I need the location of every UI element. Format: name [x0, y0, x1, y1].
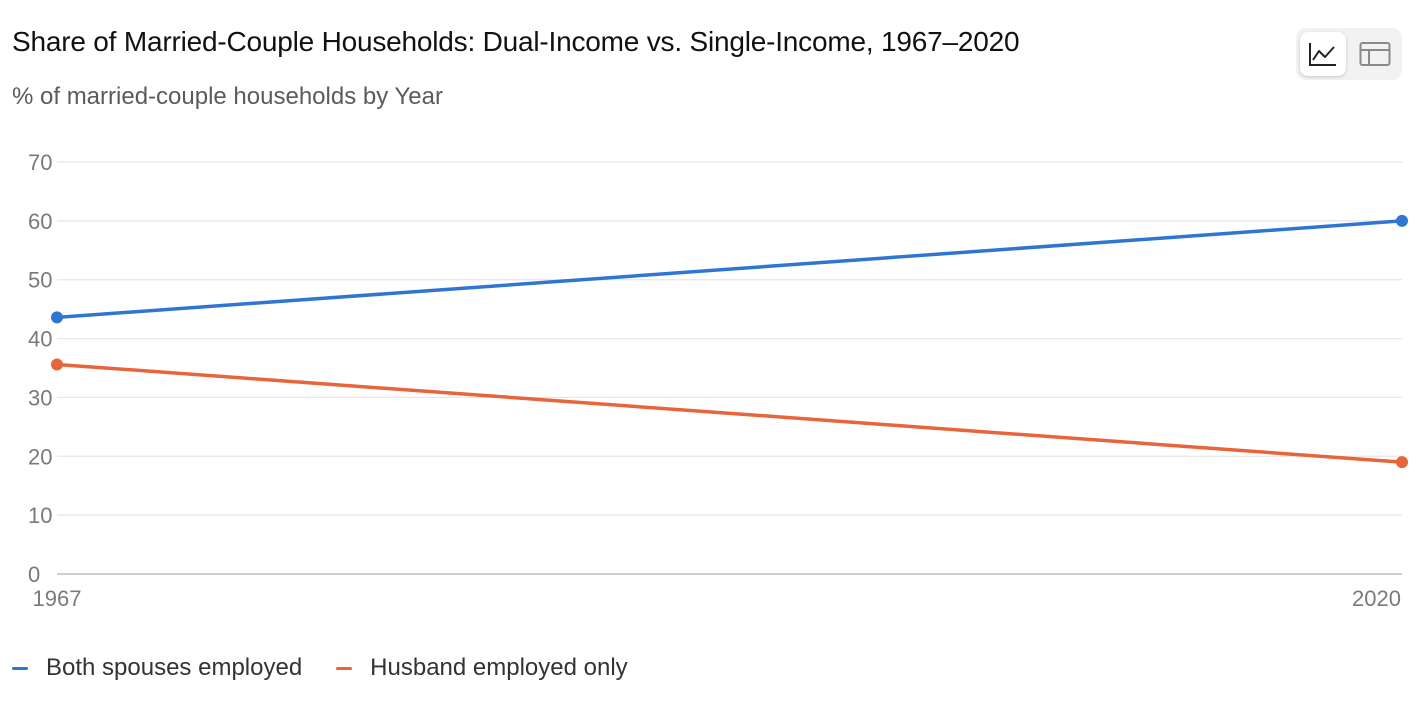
y-tick-label: 10: [28, 503, 52, 528]
view-toggle: [1296, 28, 1402, 80]
y-tick-label: 30: [28, 385, 52, 410]
data-point[interactable]: [1396, 214, 1408, 227]
axis-layer: 0 10 20 30 40 50 60 70 1967 2020: [28, 150, 1401, 611]
grid-layer: [57, 161, 1402, 575]
y-tick-label: 50: [28, 268, 52, 293]
chart-title: Share of Married-Couple Households: Dual…: [12, 26, 1020, 57]
table-view-button[interactable]: [1352, 32, 1398, 76]
y-tick-label: 60: [28, 209, 52, 234]
legend-item-1[interactable]: Husband employed only: [336, 654, 628, 682]
y-tick-label: 40: [28, 327, 52, 352]
legend-swatch: [12, 666, 28, 670]
y-tick-label: 0: [28, 562, 40, 587]
chart-subtitle: % of married-couple households by Year: [12, 83, 443, 110]
legend-label: Both spouses employed: [46, 654, 303, 681]
legend-swatch: [336, 666, 353, 670]
x-tick-label: 2020: [1352, 586, 1401, 611]
legend-item-0[interactable]: Both spouses employed: [12, 654, 302, 682]
y-tick-label: 70: [28, 150, 52, 175]
series-layer: [51, 214, 1408, 469]
line-chart-icon: [1309, 43, 1336, 66]
data-point[interactable]: [1396, 456, 1408, 469]
chart-view-button[interactable]: [1300, 32, 1346, 76]
x-tick-label: 1967: [33, 586, 82, 611]
line-chart: 0 10 20 30 40 50 60 70 1967 2020: [28, 150, 1408, 611]
legend: Both spouses employed Husband employed on…: [12, 654, 662, 682]
data-point[interactable]: [51, 311, 63, 324]
legend-label: Husband employed only: [370, 654, 628, 681]
y-tick-label: 20: [28, 444, 52, 469]
series-line-1[interactable]: [55, 362, 1404, 464]
data-point[interactable]: [51, 358, 63, 371]
series-line-0[interactable]: [55, 219, 1404, 320]
table-icon: [1359, 42, 1391, 66]
